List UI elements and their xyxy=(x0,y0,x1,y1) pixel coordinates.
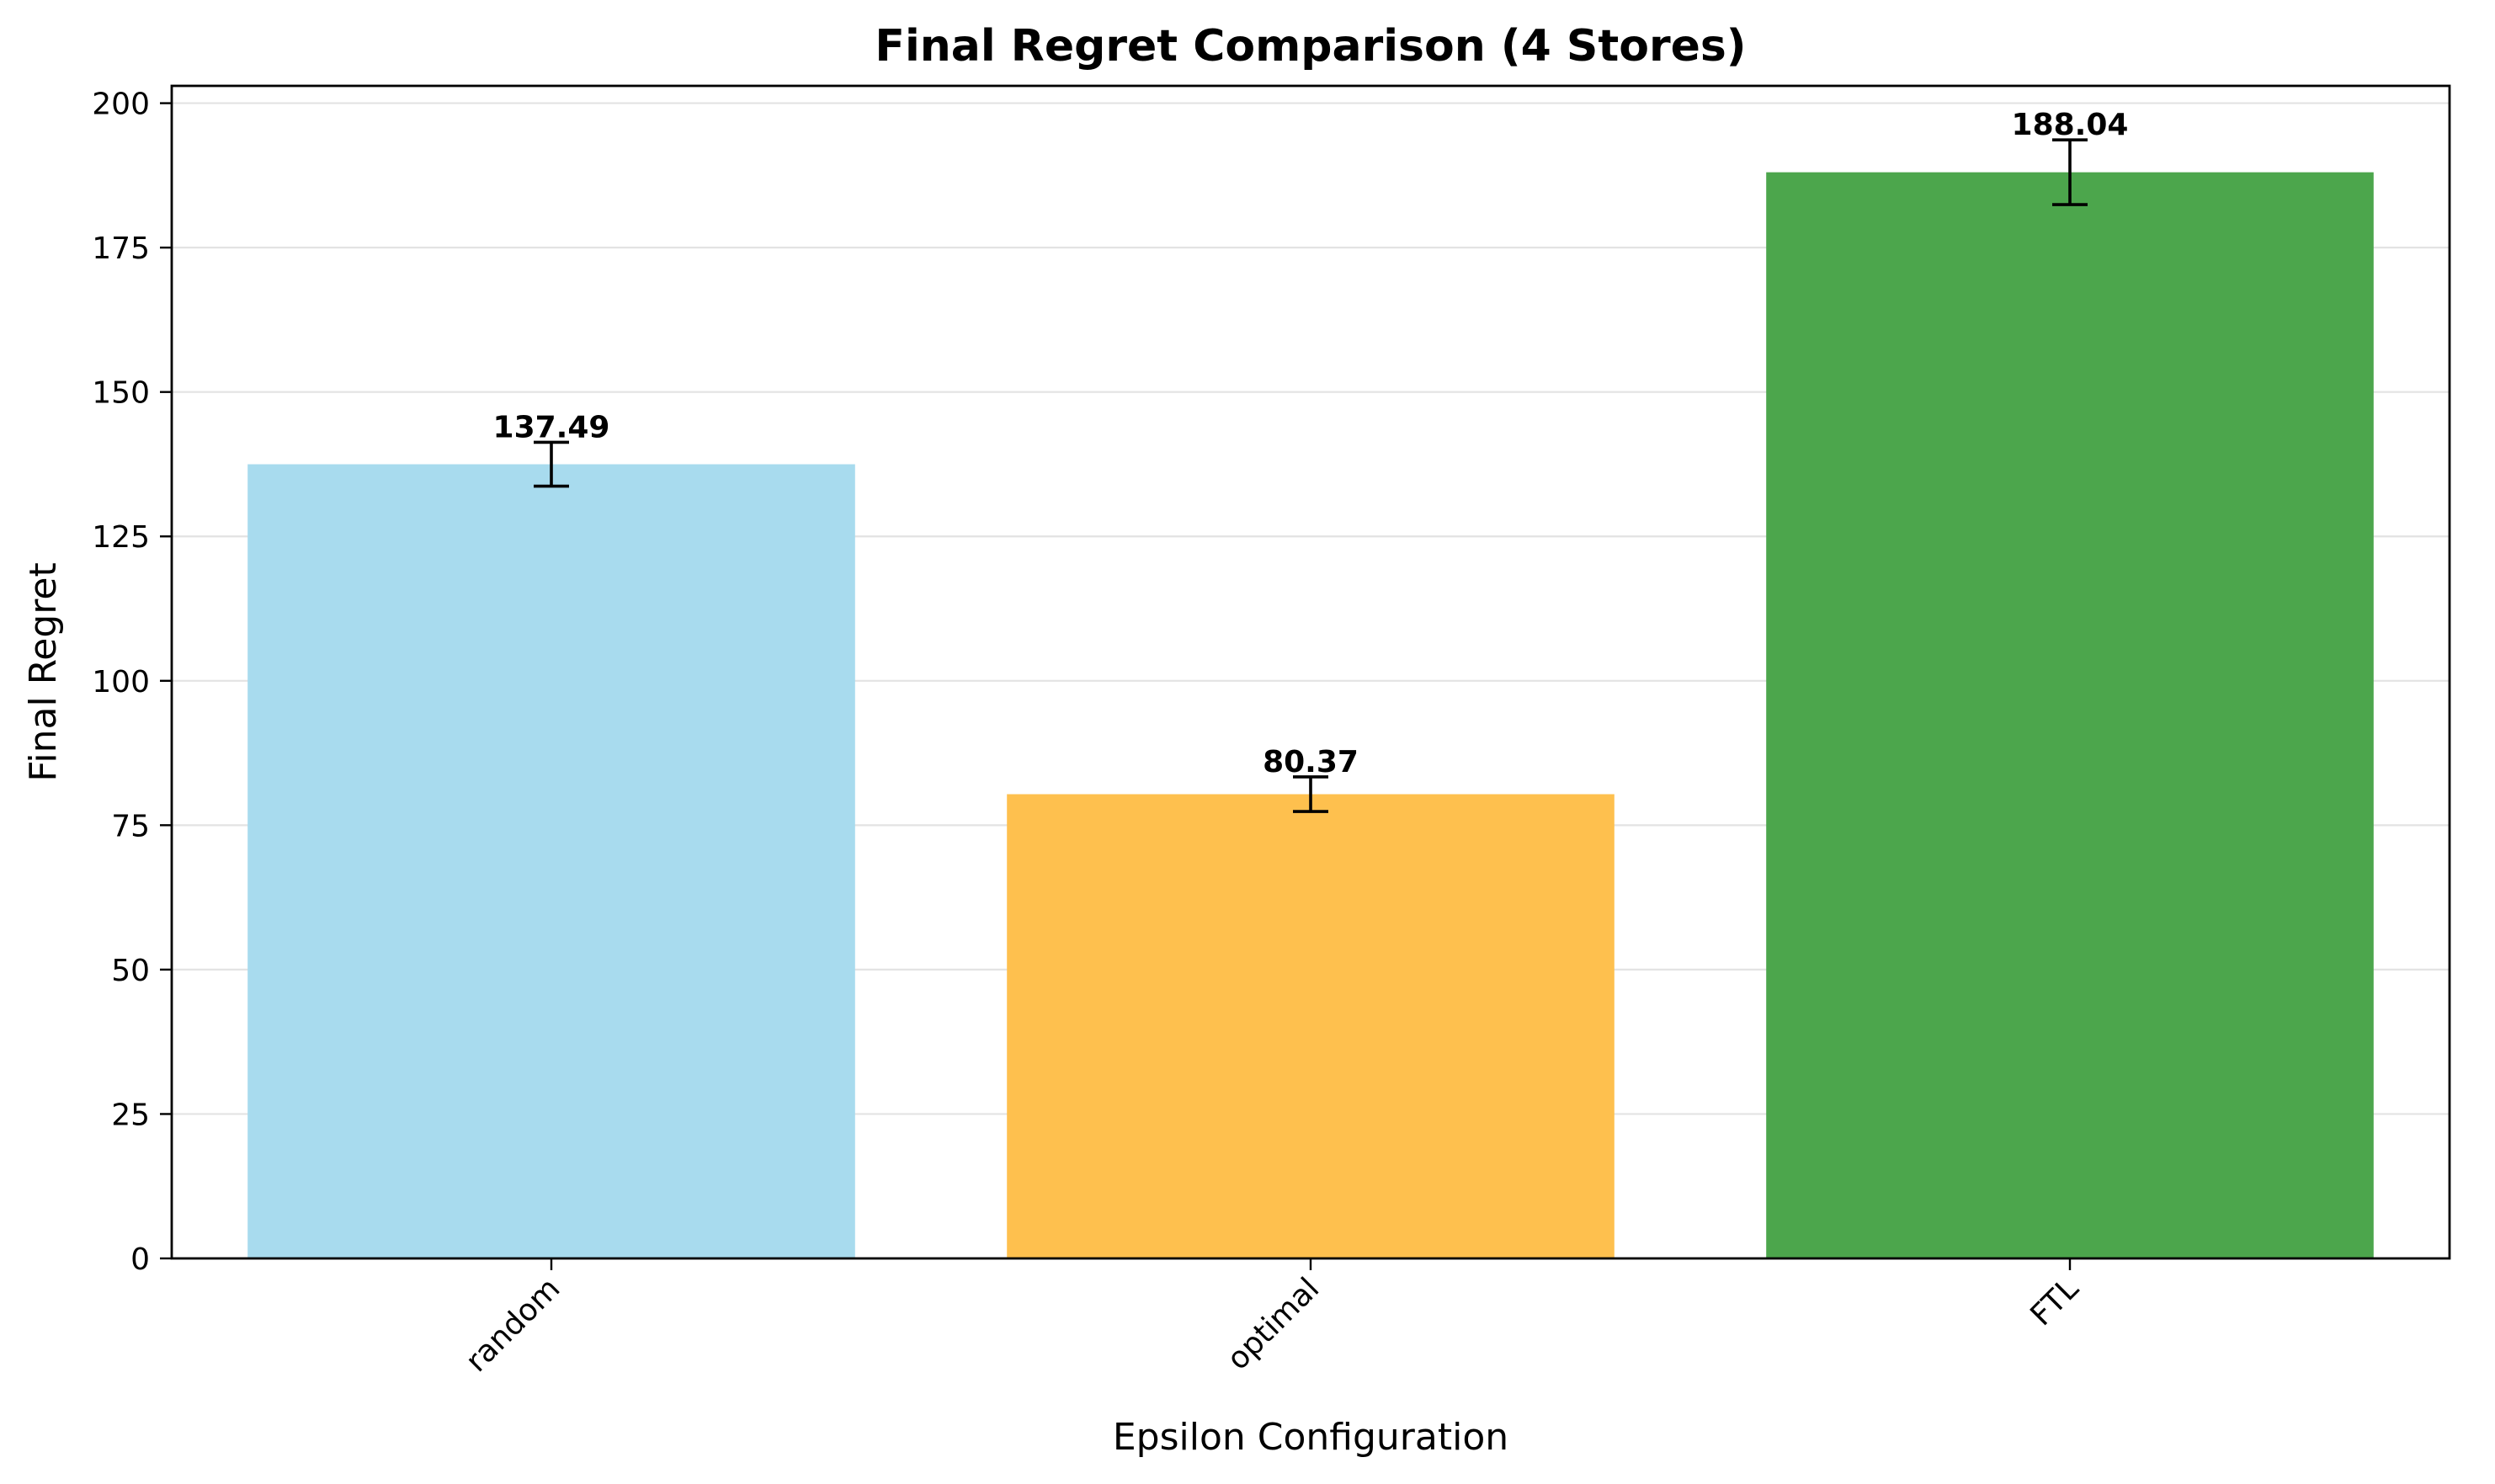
bars xyxy=(247,172,2374,1259)
bar-optimal xyxy=(1007,794,1615,1258)
y-axis-ticks: 0 25 50 75 100 125 150 175 200 xyxy=(92,88,172,1277)
y-tick-label: 175 xyxy=(92,231,150,266)
value-label-optimal: 80.37 xyxy=(1263,745,1359,779)
y-tick-label: 75 xyxy=(111,809,150,843)
y-tick-label: 200 xyxy=(92,88,150,122)
error-bars xyxy=(534,138,2088,813)
y-tick-label: 100 xyxy=(92,665,150,699)
chart-title: Final Regret Comparison (4 Stores) xyxy=(875,21,1746,72)
x-tick-label-optimal: optimal xyxy=(1221,1271,1326,1376)
y-tick-label: 125 xyxy=(92,520,150,555)
y-tick-label: 0 xyxy=(130,1242,150,1277)
x-axis-label: Epsilon Configuration xyxy=(1113,1416,1508,1459)
x-tick-label-FTL: FTL xyxy=(2024,1271,2085,1332)
value-label-FTL: 188.04 xyxy=(2012,108,2129,142)
bar-FTL xyxy=(1766,172,2374,1259)
value-label-random: 137.49 xyxy=(493,410,610,444)
y-tick-label: 25 xyxy=(111,1098,150,1132)
y-tick-label: 50 xyxy=(111,954,150,988)
y-tick-label: 150 xyxy=(92,376,150,411)
x-tick-label-random: random xyxy=(460,1271,567,1379)
bar-random xyxy=(247,464,855,1258)
bar-value-labels: 137.49 80.37 188.04 xyxy=(493,108,2129,779)
y-axis-label: Final Regret xyxy=(22,562,65,781)
x-axis-ticks: random optimal FTL xyxy=(460,1258,2085,1379)
